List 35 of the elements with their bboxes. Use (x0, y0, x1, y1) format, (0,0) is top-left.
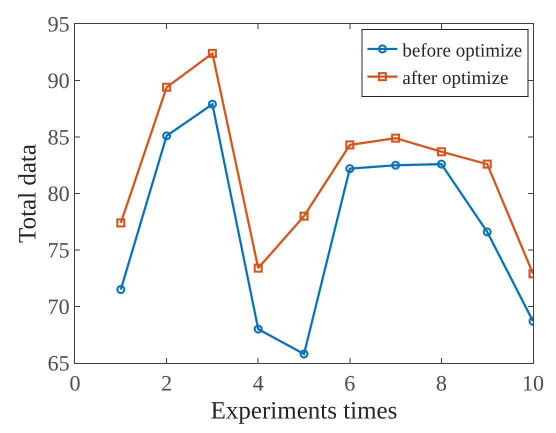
point (208, 100, 217, 109)
point (345, 164, 354, 174)
y-tick-label: 80 (48, 181, 70, 206)
point (482, 160, 492, 169)
point (116, 285, 126, 294)
point (436, 147, 446, 156)
x-tick-label: 6 (344, 370, 356, 396)
point (482, 227, 492, 236)
point (162, 131, 172, 140)
point (345, 140, 354, 150)
y-tick-label: 85 (48, 124, 70, 150)
point (436, 160, 446, 169)
point (208, 48, 217, 58)
point (116, 218, 126, 228)
x-tick-label: 0 (70, 370, 80, 396)
point (391, 160, 400, 170)
x-tick-label: 8 (436, 370, 447, 396)
x-axis-title: Experiments times (210, 397, 398, 424)
legend-label: before optimize (402, 40, 522, 62)
point (254, 324, 263, 334)
y-axis-title: Total data (14, 144, 42, 243)
x-tick-label: 10 (522, 370, 544, 396)
x-tick-label: 2 (161, 370, 172, 396)
point (300, 212, 308, 221)
y-tick-label: 75 (48, 238, 70, 263)
point (162, 82, 172, 92)
x-tick-label: 4 (252, 370, 264, 396)
legend-label: after optimize (402, 68, 508, 90)
y-tick-label: 90 (48, 68, 70, 94)
point (391, 134, 400, 143)
point (300, 349, 308, 358)
point (254, 264, 263, 273)
y-tick-label: 95 (48, 12, 70, 37)
y-tick-label: 70 (48, 294, 70, 320)
y-tick-label: 65 (48, 350, 70, 376)
